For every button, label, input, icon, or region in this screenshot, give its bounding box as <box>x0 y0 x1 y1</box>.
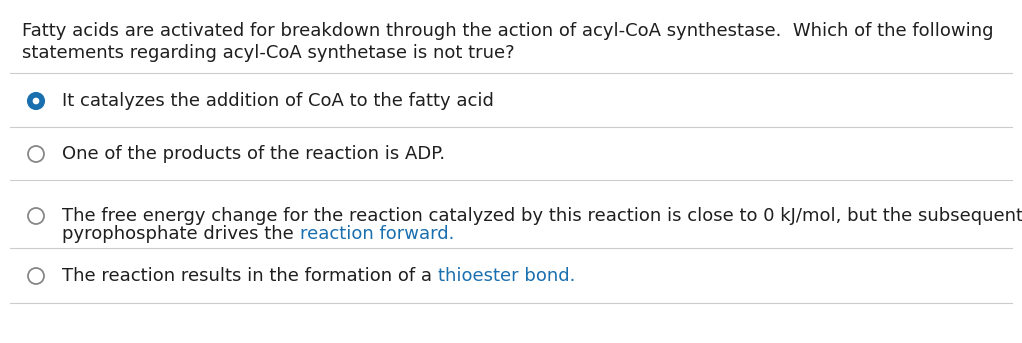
Text: thioester bond.: thioester bond. <box>437 267 575 285</box>
Text: The free energy change for the reaction catalyzed by this reaction is close to 0: The free energy change for the reaction … <box>62 207 1022 225</box>
Text: statements regarding acyl-CoA synthetase is not true?: statements regarding acyl-CoA synthetase… <box>22 44 515 62</box>
Text: It catalyzes the addition of CoA to the fatty acid: It catalyzes the addition of CoA to the … <box>62 92 494 110</box>
Circle shape <box>33 98 40 104</box>
Text: The reaction results in the formation of a: The reaction results in the formation of… <box>62 267 437 285</box>
Text: One of the products of the reaction is ADP.: One of the products of the reaction is A… <box>62 145 446 163</box>
Text: reaction forward.: reaction forward. <box>299 225 454 243</box>
Text: Fatty acids are activated for breakdown through the action of acyl-CoA synthesta: Fatty acids are activated for breakdown … <box>22 22 993 40</box>
Text: pyrophosphate drives the: pyrophosphate drives the <box>62 225 299 243</box>
Circle shape <box>28 268 44 284</box>
Circle shape <box>28 146 44 162</box>
Circle shape <box>28 208 44 224</box>
Circle shape <box>28 93 44 109</box>
